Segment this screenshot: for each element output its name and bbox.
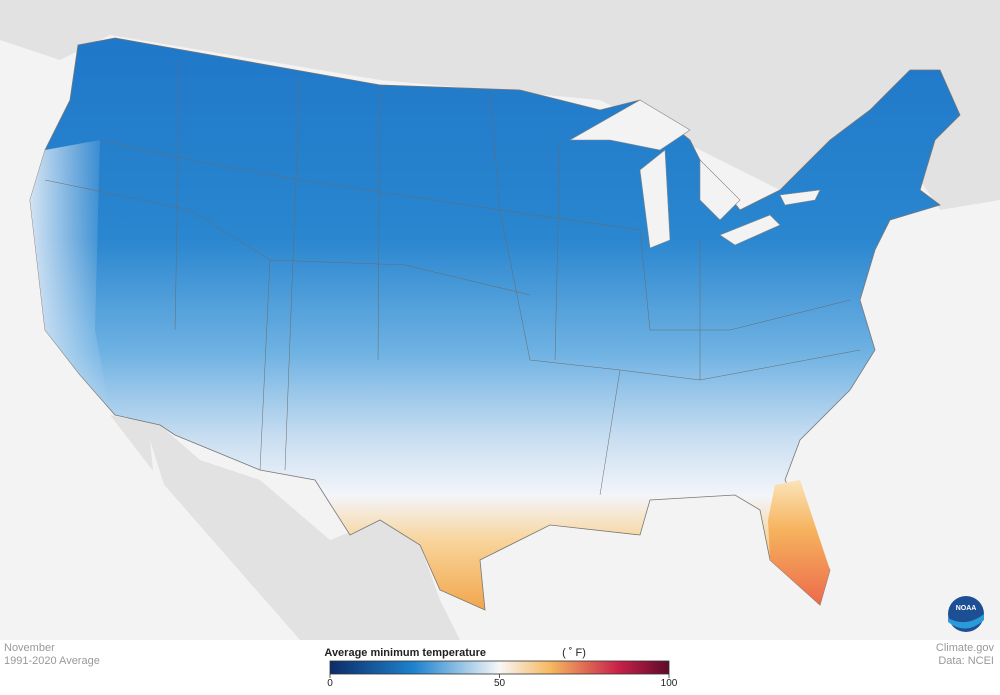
canada-land	[0, 0, 1000, 210]
state-borders	[44, 59, 861, 496]
period-label: 1991-2020 Average	[4, 655, 100, 667]
mexico-land	[110, 415, 460, 640]
logo-text: NOAA	[956, 605, 977, 612]
great-lakes	[568, 99, 821, 249]
logo-wave	[948, 614, 984, 629]
legend-title: Average minimum temperature	[324, 647, 486, 659]
florida-warm	[768, 480, 830, 605]
source-credit: Data: NCEI	[938, 655, 994, 667]
west-coast-mild	[30, 140, 110, 410]
legend-tick-label: 0	[327, 678, 333, 689]
legend-tick-label: 50	[494, 678, 506, 689]
legend-unit: ( ˚ F)	[562, 647, 586, 659]
legend-tick-label: 100	[661, 678, 678, 689]
noaa-logo: NOAA	[948, 596, 984, 632]
site-credit: Climate.gov	[936, 642, 995, 654]
month-label: November	[4, 642, 55, 654]
color-scale	[329, 660, 670, 675]
